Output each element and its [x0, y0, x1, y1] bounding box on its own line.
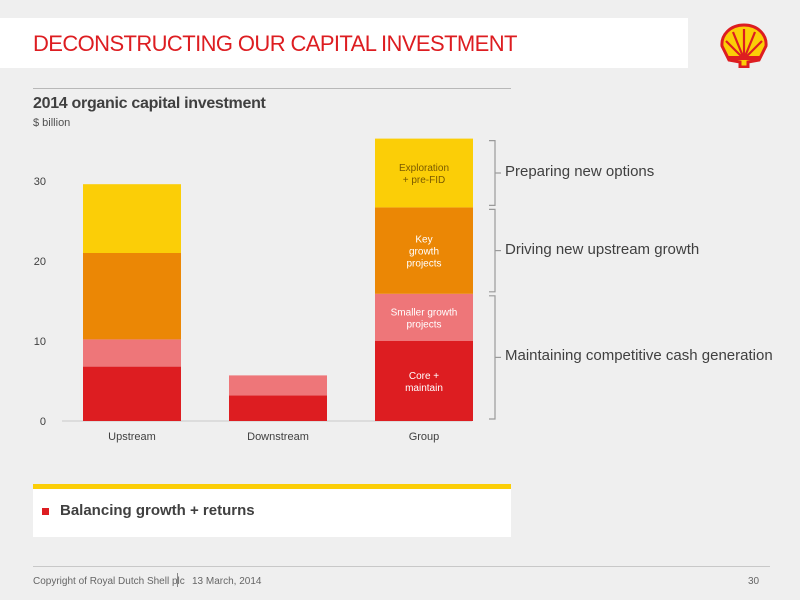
bracket-label: Driving new upstream growth — [505, 240, 700, 258]
bracket-label: Maintaining competitive cash generation — [505, 347, 773, 365]
segment-label: Core + maintain — [405, 371, 443, 394]
y-tick-label: 0 — [40, 416, 46, 428]
segment-label: Key growth projects — [406, 235, 441, 270]
takeaway-text: Balancing growth + returns — [60, 502, 255, 519]
segment-label-line: maintain — [405, 383, 443, 394]
footer-date: 13 March, 2014 — [192, 576, 262, 587]
page-title: DECONSTRUCTING OUR CAPITAL INVESTMENT — [33, 31, 517, 56]
footer-copyright: Copyright of Royal Dutch Shell plc — [33, 576, 185, 587]
stacked-bar-chart: 0 10 20 30 Upstream Downstream Group Core + main… — [34, 138, 501, 443]
chart-unit-label: $ billion — [33, 117, 71, 129]
takeaway-bullet-icon — [42, 508, 49, 515]
y-tick-label: 10 — [34, 336, 46, 348]
segment-label-line: + pre-FID — [403, 175, 446, 186]
bracket — [489, 295, 496, 420]
bar-segment — [375, 207, 473, 294]
bracket-label: Preparing new options — [505, 163, 655, 180]
bracket — [489, 208, 496, 293]
segment-label-line: growth — [409, 247, 439, 258]
bar-segment — [375, 341, 473, 421]
title-rule — [33, 88, 511, 89]
bar-segment — [83, 366, 181, 421]
segment-label-line: Key — [415, 235, 432, 246]
chart-title: 2014 organic capital investment — [33, 95, 266, 112]
title-band — [0, 18, 688, 68]
bar-segment — [83, 184, 181, 253]
bar-segment — [229, 395, 327, 421]
bar-segment — [83, 253, 181, 340]
x-tick-label: Group — [409, 431, 440, 443]
segment-label-line: projects — [406, 319, 441, 330]
bar-segment — [229, 375, 327, 396]
footer-separator — [177, 573, 178, 587]
takeaway-box — [33, 489, 511, 537]
segment-label-line: projects — [406, 259, 441, 270]
page-number: 30 — [748, 576, 760, 587]
segment-label: Smaller growth projects — [391, 307, 458, 330]
footer-rule — [33, 566, 770, 567]
y-tick-label: 20 — [34, 256, 46, 268]
bar-segment — [375, 293, 473, 341]
takeaway-accent-bar — [33, 484, 511, 489]
x-tick-label: Downstream — [247, 431, 309, 443]
bar-segment — [375, 138, 473, 208]
segment-label-line: Core + — [409, 371, 439, 382]
bar-segment — [83, 339, 181, 367]
segment-label-line: Smaller growth — [391, 307, 458, 318]
shell-pecten-logo — [720, 23, 768, 68]
y-tick-label: 30 — [34, 176, 46, 188]
bracket — [489, 140, 496, 206]
segment-label: Exploration + pre-FID — [399, 163, 449, 186]
x-tick-label: Upstream — [108, 431, 156, 443]
segment-label-line: Exploration — [399, 163, 449, 174]
